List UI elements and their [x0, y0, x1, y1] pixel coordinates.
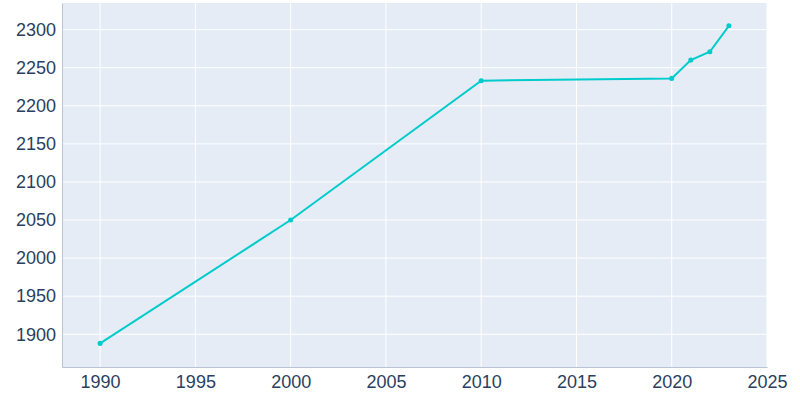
- grid-line-y: [62, 143, 767, 144]
- y-tick-label: 2150: [16, 134, 56, 154]
- y-tick: 2000: [16, 248, 62, 268]
- x-axis-line: [63, 367, 768, 368]
- plot-background: [62, 3, 767, 367]
- x-tick-label: 2010: [462, 372, 502, 392]
- y-tick-label: 1900: [16, 325, 56, 345]
- chart: 1990 1995 2000 2005 2010 2015 2020 2025 1900 1950…: [0, 0, 800, 400]
- series: [98, 23, 732, 346]
- marker: [688, 58, 693, 63]
- x-tick-label: 2020: [652, 372, 692, 392]
- marker: [707, 49, 712, 54]
- x-tick-label: 1990: [81, 372, 121, 392]
- grid-line-y: [62, 105, 767, 106]
- y-tick-label: 2250: [16, 58, 56, 78]
- x-tick: 1990: [81, 367, 121, 392]
- x-tick: 2020: [652, 367, 692, 392]
- grid-line-y: [62, 67, 767, 68]
- x-tick-label: 2025: [747, 372, 787, 392]
- grid-line-x: [100, 3, 101, 367]
- x-tick: 2010: [462, 367, 502, 392]
- marker: [726, 23, 731, 28]
- y-tick-label: 2300: [16, 20, 56, 40]
- marker: [98, 341, 103, 346]
- marker: [479, 78, 484, 83]
- x-tick: 2025: [747, 367, 787, 392]
- y-tick: 2100: [16, 172, 62, 192]
- grid-line-x: [767, 3, 768, 367]
- x-tick-label: 2015: [557, 372, 597, 392]
- grid-line-x: [671, 3, 672, 367]
- grid-line-y: [62, 296, 767, 297]
- y-tick: 2150: [16, 134, 62, 154]
- y-tick-label: 2200: [16, 96, 56, 116]
- grid-line-x: [576, 3, 577, 367]
- y-tick: 1900: [16, 325, 62, 345]
- y-tick: 2300: [16, 20, 62, 40]
- grid-line-x: [481, 3, 482, 367]
- y-tick-label: 1950: [16, 286, 56, 306]
- marker: [669, 76, 674, 81]
- grid-line-x: [195, 3, 196, 367]
- marker: [288, 218, 293, 223]
- x-tick-label: 1995: [176, 372, 216, 392]
- x-tick: 2005: [366, 367, 406, 392]
- grid-line-x: [290, 3, 291, 367]
- y-axis-line: [62, 4, 63, 368]
- x-tick-label: 2005: [366, 372, 406, 392]
- y-tick: 2200: [16, 96, 62, 116]
- line: [100, 26, 729, 344]
- y-axis: 1900 1950 2000 2050 2100 2150 2200 2250 2300: [16, 4, 63, 368]
- y-tick: 1950: [16, 286, 62, 306]
- y-tick-label: 2050: [16, 210, 56, 230]
- y-tick-label: 2100: [16, 172, 56, 192]
- grid-line-y: [62, 220, 767, 221]
- x-tick: 2015: [557, 367, 597, 392]
- x-tick-label: 2000: [271, 372, 311, 392]
- grid-line-y: [62, 181, 767, 182]
- grid-line-y: [62, 334, 767, 335]
- plot: 1990 1995 2000 2005 2010 2015 2020 2025 1900 1950…: [16, 3, 788, 392]
- grid-line-x: [385, 3, 386, 367]
- grid-line-y: [62, 29, 767, 30]
- grid: [62, 3, 767, 367]
- x-tick: 1995: [176, 367, 216, 392]
- y-tick: 2250: [16, 58, 62, 78]
- y-tick-label: 2000: [16, 248, 56, 268]
- y-tick: 2050: [16, 210, 62, 230]
- x-axis: 1990 1995 2000 2005 2010 2015 2020 2025: [63, 367, 788, 392]
- x-tick: 2000: [271, 367, 311, 392]
- grid-line-y: [62, 258, 767, 259]
